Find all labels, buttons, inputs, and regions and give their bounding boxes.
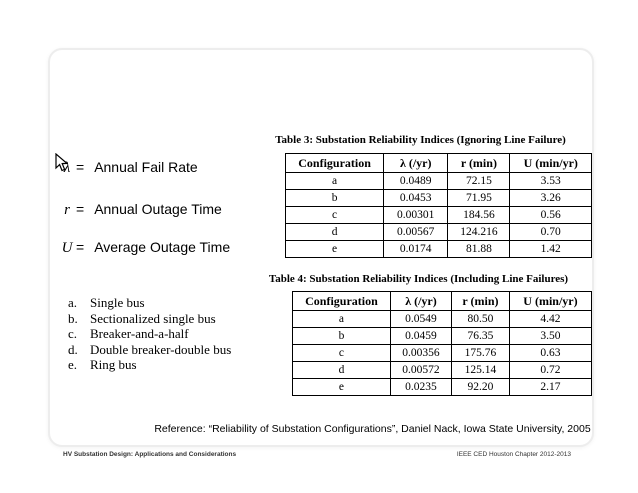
list-item: c. Breaker-and-a-half <box>68 326 231 342</box>
table-cell: e <box>292 378 391 396</box>
mouse-cursor-icon <box>55 153 68 172</box>
footer-chapter-label: IEEE CED Houston Chapter 2012-2013 <box>456 451 571 458</box>
table-cell: 72.15 <box>447 172 511 190</box>
u-symbol: U <box>61 240 73 256</box>
slide: λ = Annual Fail Rate r = Annual Outage T… <box>48 48 594 447</box>
table-row: b 0.0459 76.35 3.50 <box>292 327 593 345</box>
table-row: c 0.00356 175.76 0.63 <box>292 344 593 362</box>
table-cell: 0.0174 <box>383 240 449 258</box>
column-header: λ (/yr) <box>383 153 449 173</box>
table-cell: 175.76 <box>451 344 510 362</box>
list-letter: a. <box>68 295 78 310</box>
table-cell: 3.50 <box>508 327 593 345</box>
list-letter: c. <box>68 326 78 342</box>
table-cell: 0.63 <box>508 344 593 362</box>
table-4-title: Table 4: Substation Reliability Indices … <box>268 273 569 285</box>
definition-label: Annual Fail Rate <box>94 159 198 175</box>
table-cell: 0.0459 <box>389 327 453 345</box>
table-cell: 0.0235 <box>389 378 453 396</box>
footer-presentation-title: HV Substation Design: Applications and C… <box>63 451 237 458</box>
table-4: Configuration λ (/yr) r (min) U (min/yr)… <box>292 291 593 396</box>
table-3-title: Table 3: Substation Reliability Indices … <box>275 134 566 146</box>
column-header: r (min) <box>447 153 511 173</box>
lambda-symbol: λ <box>63 160 71 176</box>
table-cell: 0.00572 <box>389 361 453 379</box>
r-symbol: r <box>64 202 70 218</box>
table-cell: 184.56 <box>447 206 511 224</box>
table-row: e 0.0174 81.88 1.42 <box>284 240 592 258</box>
column-header: U (min/yr) <box>509 153 592 173</box>
table-cell: 1.42 <box>509 240 592 258</box>
list-letter: d. <box>68 341 78 357</box>
table-cell: c <box>292 344 391 362</box>
table-cell: 125.14 <box>451 361 510 379</box>
table-row: e 0.0235 92.20 2.17 <box>292 378 593 396</box>
definition-u: U = Average Outage Time <box>58 239 231 257</box>
table-cell: c <box>284 206 385 224</box>
table-cell: a <box>284 172 385 190</box>
table-cell: 3.26 <box>509 189 592 207</box>
table-row: a 0.0489 72.15 3.53 <box>284 172 592 190</box>
definition-r: r = Annual Outage Time <box>58 201 222 219</box>
table-cell: 0.00301 <box>383 206 449 224</box>
configuration-list: a. Single bus b. Sectionalized single bus … <box>68 295 231 373</box>
list-text: Breaker-and-a-half <box>90 326 189 342</box>
table-cell: 0.0489 <box>383 172 449 190</box>
column-header: λ (/yr) <box>389 291 453 311</box>
list-text: Single bus <box>90 295 145 310</box>
table-cell: b <box>284 189 385 207</box>
list-item: a. Single bus <box>68 295 231 311</box>
table-cell: b <box>292 327 391 345</box>
table-cell: 2.17 <box>508 378 593 396</box>
column-header: U (min/yr) <box>508 291 593 311</box>
column-header: r (min) <box>451 291 510 311</box>
table-cell: 81.88 <box>447 240 511 258</box>
table-cell: 0.00356 <box>389 344 453 362</box>
equals-sign: = <box>76 201 85 217</box>
table-row: c 0.00301 184.56 0.56 <box>284 206 592 224</box>
definition-label: Average Outage Time <box>94 239 231 255</box>
list-text: Double breaker-double bus <box>90 341 232 357</box>
table-cell: d <box>292 361 391 379</box>
table-cell: 0.0549 <box>389 310 453 328</box>
equals-sign: = <box>76 239 85 255</box>
table-row: a 0.0549 80.50 4.42 <box>292 310 593 328</box>
table-cell: 0.72 <box>508 361 593 379</box>
reference-citation: Reference: “Reliability of Substation Co… <box>154 423 591 435</box>
table-cell: 71.95 <box>447 189 511 207</box>
table-header-row: Configuration λ (/yr) r (min) U (min/yr) <box>292 291 593 311</box>
table-cell: 0.0453 <box>383 189 449 207</box>
list-item: b. Sectionalized single bus <box>68 311 231 327</box>
table-cell: a <box>292 310 391 328</box>
column-header: Configuration <box>292 291 391 311</box>
table-cell: 0.56 <box>509 206 592 224</box>
list-letter: e. <box>68 357 78 373</box>
list-item: e. Ring bus <box>68 357 231 373</box>
table-header-row: Configuration λ (/yr) r (min) U (min/yr) <box>284 153 592 173</box>
table-cell: 4.42 <box>508 310 593 328</box>
list-letter: b. <box>68 310 78 326</box>
table-row: d 0.00567 124.216 0.70 <box>284 223 592 241</box>
table-3: Configuration λ (/yr) r (min) U (min/yr)… <box>284 153 592 258</box>
table-row: d 0.00572 125.14 0.72 <box>292 361 593 379</box>
table-cell: d <box>284 223 385 241</box>
table-cell: 124.216 <box>447 223 511 241</box>
table-row: b 0.0453 71.95 3.26 <box>284 189 592 207</box>
table-cell: 92.20 <box>451 378 510 396</box>
definition-label: Annual Outage Time <box>94 201 222 217</box>
table-cell: 76.35 <box>451 327 510 345</box>
list-text: Ring bus <box>90 357 137 373</box>
equals-sign: = <box>76 159 85 175</box>
table-cell: 0.00567 <box>383 223 449 241</box>
definition-lambda: λ = Annual Fail Rate <box>58 159 198 177</box>
table-cell: 0.70 <box>509 223 592 241</box>
table-cell: e <box>284 240 385 258</box>
column-header: Configuration <box>284 153 385 173</box>
table-cell: 80.50 <box>451 310 510 328</box>
list-text: Sectionalized single bus <box>90 310 216 326</box>
list-item: d. Double breaker-double bus <box>68 342 231 358</box>
table-cell: 3.53 <box>509 172 592 190</box>
